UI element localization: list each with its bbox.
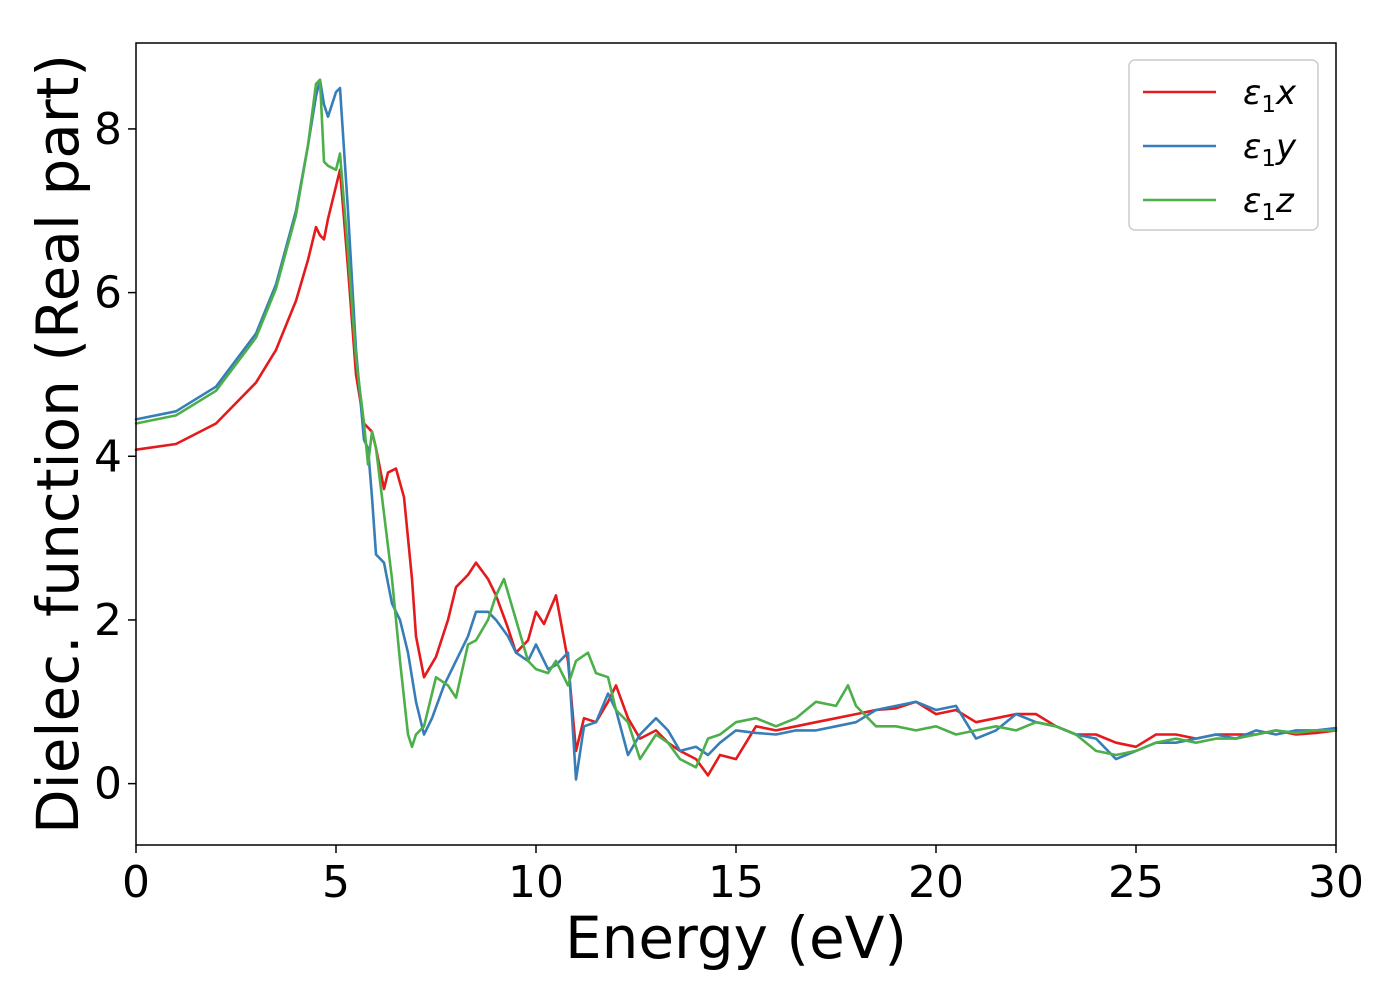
x-tick-label: 15 bbox=[708, 857, 764, 908]
x-tick-label: 0 bbox=[122, 857, 150, 908]
x-tick-label: 20 bbox=[908, 857, 964, 908]
series-layer bbox=[134, 78, 1338, 781]
x-tick-label: 30 bbox=[1308, 857, 1364, 908]
legend-box bbox=[1128, 59, 1319, 231]
x-axis: 0 5 10 15 20 25 30 bbox=[122, 845, 1364, 908]
series-line-2 bbox=[134, 78, 1338, 769]
y-axis: 0 2 4 6 8 bbox=[94, 104, 136, 810]
x-tick-label: 25 bbox=[1108, 857, 1164, 908]
x-tick-label: 5 bbox=[322, 857, 350, 908]
y-axis-label: Dielec. function (Real part) bbox=[24, 54, 92, 834]
y-tick-label: 2 bbox=[94, 595, 122, 646]
legend-label: ε1y bbox=[1243, 127, 1297, 172]
legend-label: ε1x bbox=[1243, 73, 1297, 118]
y-tick-label: 8 bbox=[94, 104, 122, 155]
y-tick-label: 0 bbox=[94, 759, 122, 810]
x-axis-label: Energy (eV) bbox=[565, 904, 907, 972]
legend-label: ε1z bbox=[1243, 181, 1295, 226]
legend: ε1x ε1y ε1z bbox=[1128, 59, 1319, 231]
y-tick-label: 4 bbox=[94, 431, 122, 482]
y-tick-label: 6 bbox=[94, 268, 122, 319]
x-tick-label: 10 bbox=[508, 857, 564, 908]
